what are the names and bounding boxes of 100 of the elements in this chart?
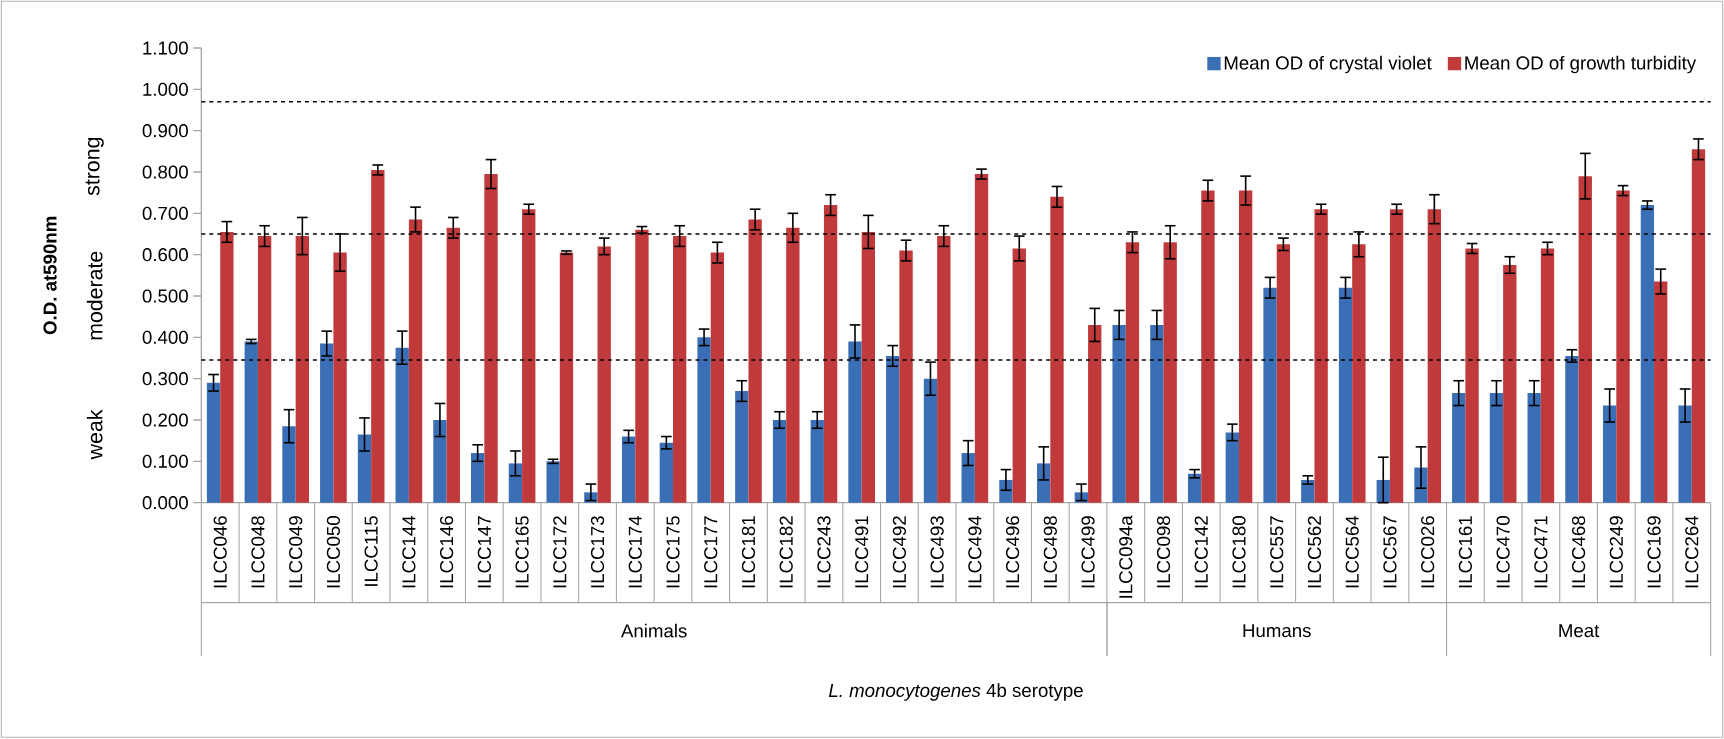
bar [1088, 325, 1102, 503]
y-tick-label: 0.400 [142, 330, 188, 345]
bar [886, 356, 900, 503]
bar [923, 378, 938, 503]
bar [810, 420, 824, 503]
x-tick-label: ILCC492 [892, 516, 907, 588]
x-tick-label: ILCC564 [1345, 516, 1359, 588]
y-tick-label: 1.100 [143, 41, 188, 55]
text: moderate [86, 251, 103, 340]
x-axis-title: L. monocytogenes 4b serotype [828, 683, 1083, 701]
bar [659, 442, 673, 503]
y-tick-label: 0.300 [142, 372, 188, 386]
y-tick-label: 0.600 [142, 248, 188, 262]
x-tick-label: ILCC471 [1534, 516, 1548, 588]
bar [1050, 196, 1064, 503]
bar [333, 252, 347, 503]
x-tick-label: ILCC491 [855, 516, 869, 588]
x-tick-label: ILCC046 [213, 516, 227, 588]
bar [1314, 209, 1328, 503]
text: weak [86, 409, 103, 460]
bar [1201, 190, 1215, 503]
x-tick-label: ILCC174 [628, 516, 642, 588]
bar [1389, 209, 1404, 503]
bar [1338, 287, 1353, 503]
x-tick-label: ILCC175 [666, 516, 680, 588]
bar [1678, 405, 1692, 503]
x-tick-label: ILCC026 [1421, 516, 1435, 588]
bar [257, 236, 272, 503]
x-tick-label: ILCC169 [1647, 516, 1661, 588]
bar [320, 343, 334, 503]
bar [395, 347, 409, 503]
bar [1465, 248, 1479, 503]
bar [1352, 244, 1366, 503]
x-tick-label: ILCC243 [817, 516, 831, 588]
bar [937, 236, 951, 503]
bar [974, 174, 989, 503]
x-tick-label: ILCC468 [1571, 516, 1586, 588]
x-tick-label: ILCC182 [779, 516, 793, 588]
bar [1654, 281, 1668, 503]
bar [295, 236, 310, 503]
bar [1578, 176, 1592, 503]
bar [1503, 265, 1517, 503]
bar [1602, 405, 1617, 503]
bar [206, 382, 221, 503]
bar [861, 232, 875, 503]
x-tick-label: ILCC098 [1156, 516, 1171, 588]
bar [748, 219, 762, 503]
bar [1037, 463, 1051, 503]
bar [1012, 248, 1026, 503]
bar [471, 453, 485, 503]
text: Meat [1559, 624, 1600, 638]
bar [546, 461, 560, 503]
bar [786, 227, 800, 503]
x-tick-label: ILCC498 [1043, 516, 1057, 588]
bar [433, 420, 447, 503]
x-tick-label: ILCC249 [1609, 516, 1623, 588]
bar [823, 205, 838, 503]
y-tick-label: 0.800 [142, 165, 188, 179]
bar [1616, 190, 1630, 503]
x-tick-label: ILCC180 [1232, 516, 1246, 588]
x-tick-label: ILCC146 [439, 516, 454, 588]
bar [735, 391, 749, 503]
x-tick-label: ILCC557 [1270, 516, 1284, 588]
y-tick-label: 0.500 [142, 289, 188, 303]
bar [1276, 244, 1291, 503]
bar [1540, 248, 1555, 503]
x-tick-label: ILCC144 [402, 516, 416, 588]
text: Animals [620, 623, 687, 638]
bar [1427, 209, 1441, 503]
bar [899, 250, 913, 503]
x-tick-label: ILCC567 [1383, 516, 1397, 588]
bar [1489, 393, 1504, 503]
bar [848, 341, 862, 503]
bar [1187, 473, 1202, 503]
y-tick-label: 1.000 [143, 82, 188, 97]
bar [1527, 393, 1541, 503]
y-tick-label: 0.900 [142, 124, 188, 138]
bar [1691, 149, 1706, 503]
bar [1150, 325, 1164, 503]
bar [1163, 242, 1177, 503]
bar [559, 252, 574, 503]
x-tick-label: ILCC494 [968, 516, 982, 588]
y-tick-label: 0.700 [142, 206, 188, 221]
bar [635, 230, 649, 503]
x-tick-label: ILCC147 [477, 516, 491, 588]
bar [1565, 356, 1579, 503]
bar [1301, 480, 1315, 503]
bar [1238, 190, 1253, 503]
bar [484, 174, 498, 503]
bar [522, 209, 536, 503]
x-tick-label: ILCC177 [704, 516, 718, 588]
bar [597, 246, 611, 503]
x-tick-label: ILCC264 [1685, 516, 1699, 588]
y-tick-label: 0.200 [142, 413, 188, 427]
bar [357, 434, 372, 503]
x-tick-label: ILCC161 [1458, 516, 1473, 588]
legend-label: Mean OD of growth turbidity [1465, 56, 1697, 74]
text: strong [85, 138, 104, 196]
y-tick-label: 0.000 [142, 496, 188, 510]
bar [1263, 287, 1277, 503]
